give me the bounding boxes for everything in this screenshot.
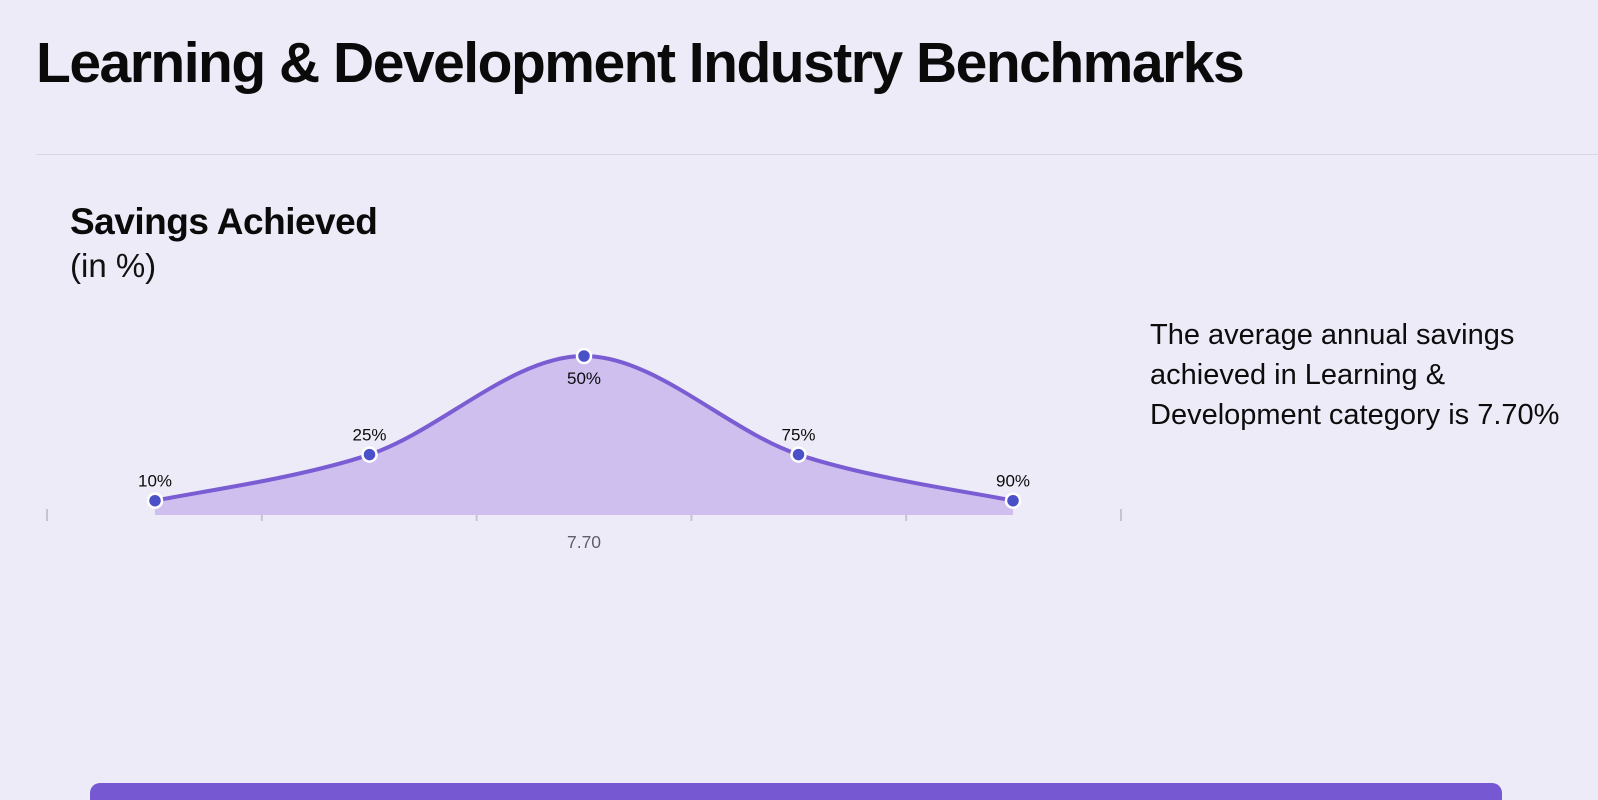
chart-title: Savings Achieved [70, 201, 378, 243]
point-label-50%: 50% [567, 369, 601, 388]
x-axis-label: 7.70 [567, 532, 601, 552]
content: Savings Achieved (in %) 10% 25% 50% 75% 90% 7… [0, 201, 1598, 562]
data-point-90%[interactable] [1004, 492, 1022, 510]
divider [36, 154, 1598, 156]
chart-section: Savings Achieved (in %) 10% 25% 50% 75% 90% 7… [46, 201, 1150, 562]
page-header: Learning & Development Industry Benchmar… [0, 0, 1598, 96]
page-title: Learning & Development Industry Benchmar… [36, 31, 1245, 95]
bottom-panel-edge [90, 783, 1502, 800]
distribution-area [155, 356, 1013, 516]
annotation-panel: The average annual savings achieved in L… [1150, 315, 1582, 435]
point-label-10%: 10% [138, 472, 172, 491]
data-point-10%[interactable] [146, 492, 164, 510]
annotation-text: The average annual savings achieved in L… [1150, 319, 1560, 432]
point-label-90%: 90% [996, 472, 1030, 491]
data-point-25%[interactable] [361, 446, 378, 463]
data-point-75%[interactable] [790, 446, 807, 463]
point-label-25%: 25% [352, 426, 386, 445]
data-point-50%[interactable] [575, 347, 593, 365]
chart-subtitle: (in %) [70, 247, 157, 285]
distribution-chart: 10% 25% 50% 75% 90% 7.70 [46, 347, 1122, 552]
point-label-75%: 75% [781, 426, 815, 445]
